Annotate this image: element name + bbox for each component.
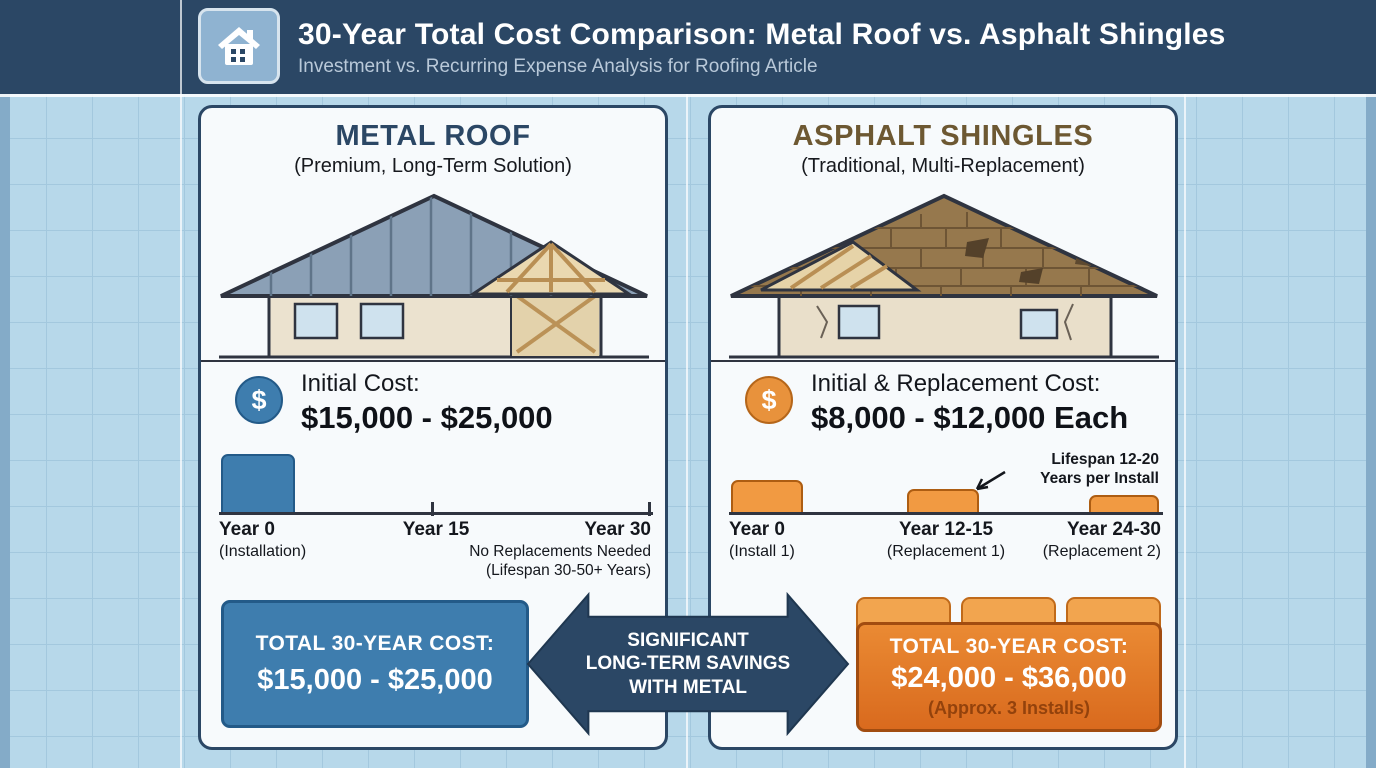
- tick-sublabel: (Installation): [219, 542, 307, 560]
- asphalt-total-box: TOTAL 30-YEAR COST: $24,000 - $36,000 (A…: [856, 622, 1162, 732]
- lifespan-annotation: Lifespan 12-20 Years per Install: [1040, 450, 1159, 489]
- asphalt-dollar-icon: $: [745, 376, 793, 424]
- metal-timeline-label-year30: Year 30 No Replacements Needed (Lifespan…: [469, 518, 651, 581]
- tick-label: Year 0: [219, 519, 275, 540]
- blueprint-vline-left: [180, 0, 182, 768]
- metal-panel-subtitle: (Premium, Long-Term Solution): [294, 155, 572, 177]
- tick-sublabel: (Replacement 1): [886, 542, 1006, 560]
- asphalt-divider: [711, 360, 1175, 362]
- asphalt-panel-title: ASPHALT SHINGLES: [792, 120, 1094, 152]
- metal-timeline-label-year15: Year 15: [361, 518, 511, 542]
- metal-panel-title: METAL ROOF: [335, 120, 531, 152]
- lifespan-annotation-line1: Lifespan 12-20: [1051, 451, 1159, 468]
- tick-sublabel: (Replacement 2): [1042, 542, 1161, 560]
- no-replacement-note-line1: No Replacements Needed: [469, 542, 651, 560]
- metal-timeline-bar-year0: [221, 454, 295, 514]
- asphalt-timeline-label-year0: Year 0 (Install 1): [729, 518, 795, 562]
- metal-house-illustration: [219, 193, 649, 359]
- asphalt-total-note: (Approx. 3 Installs): [927, 698, 1091, 718]
- right-edge-strip: [1366, 0, 1376, 768]
- blueprint-hline: [0, 94, 1376, 97]
- asphalt-cost-label: Initial & Replacement Cost:: [811, 370, 1101, 397]
- asphalt-timeline-label-year24-30: Year 24-30 (Replacement 2): [1043, 518, 1161, 562]
- tick-label: Year 12-15: [898, 519, 994, 540]
- left-edge-strip: [0, 0, 10, 768]
- header: 30-Year Total Cost Comparison: Metal Roo…: [0, 0, 1376, 94]
- asphalt-timeline-axis: [729, 512, 1163, 515]
- asphalt-cost-value: $8,000 - $12,000 Each: [811, 400, 1129, 435]
- savings-arrow: SIGNIFICANT LONG-TERM SAVINGS WITH METAL: [526, 590, 850, 738]
- savings-message: SIGNIFICANT LONG-TERM SAVINGS WITH METAL: [580, 590, 796, 738]
- metal-divider: [201, 360, 665, 362]
- metal-dollar-icon: $: [235, 376, 283, 424]
- metal-timeline-label-year0: Year 0 (Installation): [219, 518, 306, 562]
- page-subtitle: Investment vs. Recurring Expense Analysi…: [298, 56, 818, 77]
- metal-cost-label: Initial Cost:: [301, 370, 420, 397]
- metal-tick-year30: [648, 502, 651, 516]
- tick-label: Year 15: [402, 519, 470, 540]
- tick-label: Year 30: [584, 519, 651, 540]
- blueprint-vline-center: [686, 0, 688, 768]
- lifespan-annotation-line2: Years per Install: [1040, 470, 1159, 488]
- tick-sublabel: (Install 1): [729, 542, 795, 560]
- blueprint-vline-right: [1184, 0, 1186, 768]
- logo-tile: [198, 8, 280, 84]
- savings-line3: WITH METAL: [629, 676, 747, 698]
- no-replacement-note-line2: (Lifespan 30-50+ Years): [485, 562, 651, 580]
- asphalt-timeline-label-year12-15: Year 12-15 (Replacement 1): [871, 518, 1021, 562]
- metal-timeline-axis: [219, 512, 653, 515]
- double-arrow-icon: [526, 591, 850, 737]
- asphalt-timeline-bar-replacement1: [907, 489, 979, 514]
- page-title: 30-Year Total Cost Comparison: Metal Roo…: [298, 18, 1226, 51]
- annotation-arrow-icon: [975, 470, 1006, 491]
- house-icon: [218, 27, 260, 65]
- tick-label: Year 24-30: [1066, 519, 1161, 540]
- tick-label: Year 0: [729, 519, 785, 540]
- metal-total-box: TOTAL 30-YEAR COST: $15,000 - $25,000: [221, 600, 529, 728]
- metal-cost-value: $15,000 - $25,000: [301, 400, 553, 435]
- asphalt-panel-subtitle: (Traditional, Multi-Replacement): [801, 155, 1085, 177]
- metal-tick-year15: [431, 502, 434, 516]
- savings-line2: LONG-TERM SAVINGS: [585, 653, 791, 675]
- asphalt-total-label: TOTAL 30-YEAR COST:: [889, 635, 1129, 658]
- asphalt-house-illustration: [729, 193, 1159, 359]
- metal-total-value: $15,000 - $25,000: [257, 663, 493, 696]
- metal-total-label: TOTAL 30-YEAR COST:: [255, 631, 495, 655]
- savings-line1: SIGNIFICANT: [627, 630, 749, 652]
- asphalt-total-value: $24,000 - $36,000: [891, 662, 1127, 694]
- asphalt-timeline-bar-install1: [731, 480, 803, 514]
